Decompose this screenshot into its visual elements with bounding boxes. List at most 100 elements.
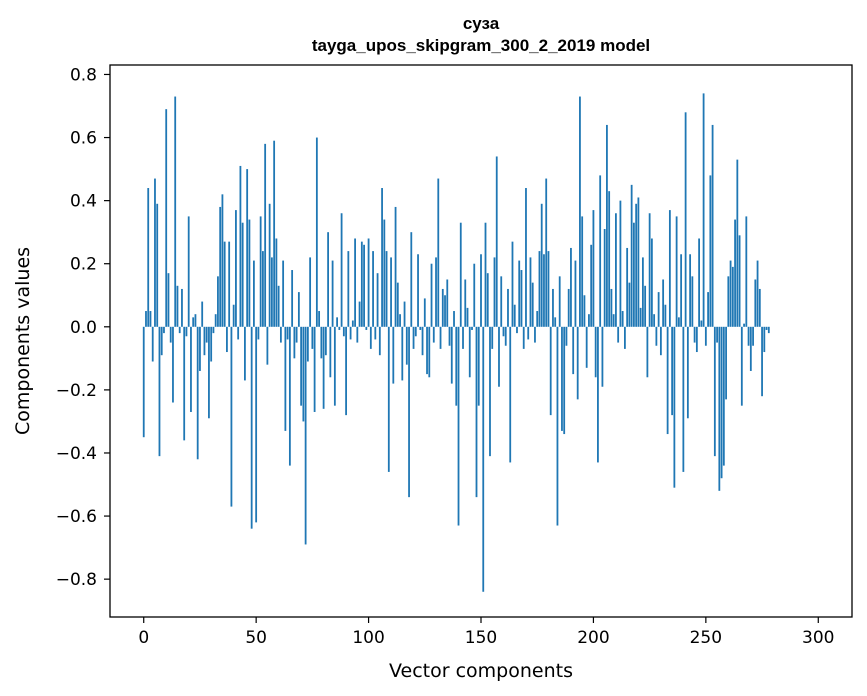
bar: [284, 326, 287, 431]
bar: [147, 188, 150, 327]
bar: [246, 169, 249, 327]
bar: [765, 326, 768, 330]
bar: [576, 326, 579, 400]
bar: [689, 254, 692, 327]
bar: [695, 326, 698, 353]
bar: [235, 210, 237, 327]
bar: [230, 326, 233, 507]
bar: [183, 326, 186, 441]
bar: [477, 326, 480, 406]
bar: [525, 188, 527, 327]
bar: [282, 260, 285, 327]
bar: [709, 175, 712, 327]
bar: [455, 326, 458, 406]
bar: [686, 326, 689, 419]
bar: [221, 194, 224, 327]
bar: [331, 260, 334, 327]
bar: [145, 311, 147, 327]
bar: [520, 270, 523, 327]
bar: [324, 326, 327, 356]
bar: [707, 292, 709, 327]
bar: [268, 203, 271, 327]
bar: [297, 292, 300, 327]
bar: [561, 326, 563, 431]
bar: [511, 241, 514, 327]
bar: [671, 326, 674, 416]
bar: [354, 238, 356, 327]
bar: [583, 295, 586, 327]
bar: [574, 260, 577, 327]
bar: [196, 326, 199, 460]
bar: [486, 273, 489, 327]
bar: [749, 326, 752, 371]
bar: [360, 241, 363, 327]
bar: [394, 206, 397, 327]
bar: [212, 326, 215, 334]
bar: [655, 326, 658, 346]
bar: [597, 326, 599, 463]
y-tick-label: 0.8: [70, 65, 97, 85]
bar: [518, 260, 521, 327]
bar: [432, 326, 435, 343]
bar: [534, 326, 536, 343]
bar: [543, 254, 545, 327]
bar: [727, 276, 730, 327]
bar: [347, 251, 350, 327]
bar: [480, 254, 482, 327]
bar: [736, 159, 739, 327]
bar: [279, 326, 282, 343]
bar: [190, 326, 192, 412]
bar: [641, 257, 644, 327]
y-tick-label: −0.4: [56, 444, 97, 464]
bar: [444, 295, 446, 327]
bar: [545, 178, 548, 327]
bar: [754, 279, 757, 327]
y-tick-label: 0.2: [70, 255, 97, 275]
bar: [210, 326, 213, 362]
bar: [349, 326, 352, 340]
bar: [725, 326, 727, 400]
bar: [201, 301, 204, 327]
bar: [700, 320, 703, 327]
bar: [752, 326, 754, 346]
bar: [628, 282, 631, 327]
bar: [471, 326, 473, 330]
bar: [403, 301, 406, 327]
bar: [169, 326, 172, 343]
bar: [435, 257, 437, 327]
bar: [603, 229, 606, 327]
bar: [644, 285, 647, 327]
bar: [646, 326, 649, 378]
bar: [745, 216, 748, 327]
bar: [659, 326, 662, 356]
bar: [448, 326, 451, 346]
bar: [502, 326, 505, 337]
bar: [158, 326, 161, 457]
bar: [650, 238, 653, 327]
bar: [194, 314, 197, 327]
bar: [172, 326, 174, 403]
bar: [187, 216, 190, 327]
plot-frame: [109, 64, 853, 618]
bar: [763, 326, 766, 353]
bar: [248, 219, 251, 327]
bar: [383, 219, 386, 327]
bar: [516, 326, 518, 334]
y-tick-label: 0.0: [70, 318, 97, 338]
bar: [718, 326, 721, 491]
bar: [342, 326, 345, 337]
bar: [473, 263, 476, 327]
bar: [358, 301, 361, 327]
y-axis-label: Components values: [12, 247, 34, 435]
bar: [156, 203, 159, 327]
bar: [421, 326, 424, 356]
bar: [226, 326, 228, 353]
bar: [181, 288, 183, 327]
bar: [740, 326, 743, 406]
bar: [412, 326, 415, 349]
bar: [291, 270, 294, 327]
bar: [572, 326, 575, 375]
bar: [493, 257, 496, 327]
bar: [509, 326, 512, 463]
bar: [570, 247, 572, 327]
